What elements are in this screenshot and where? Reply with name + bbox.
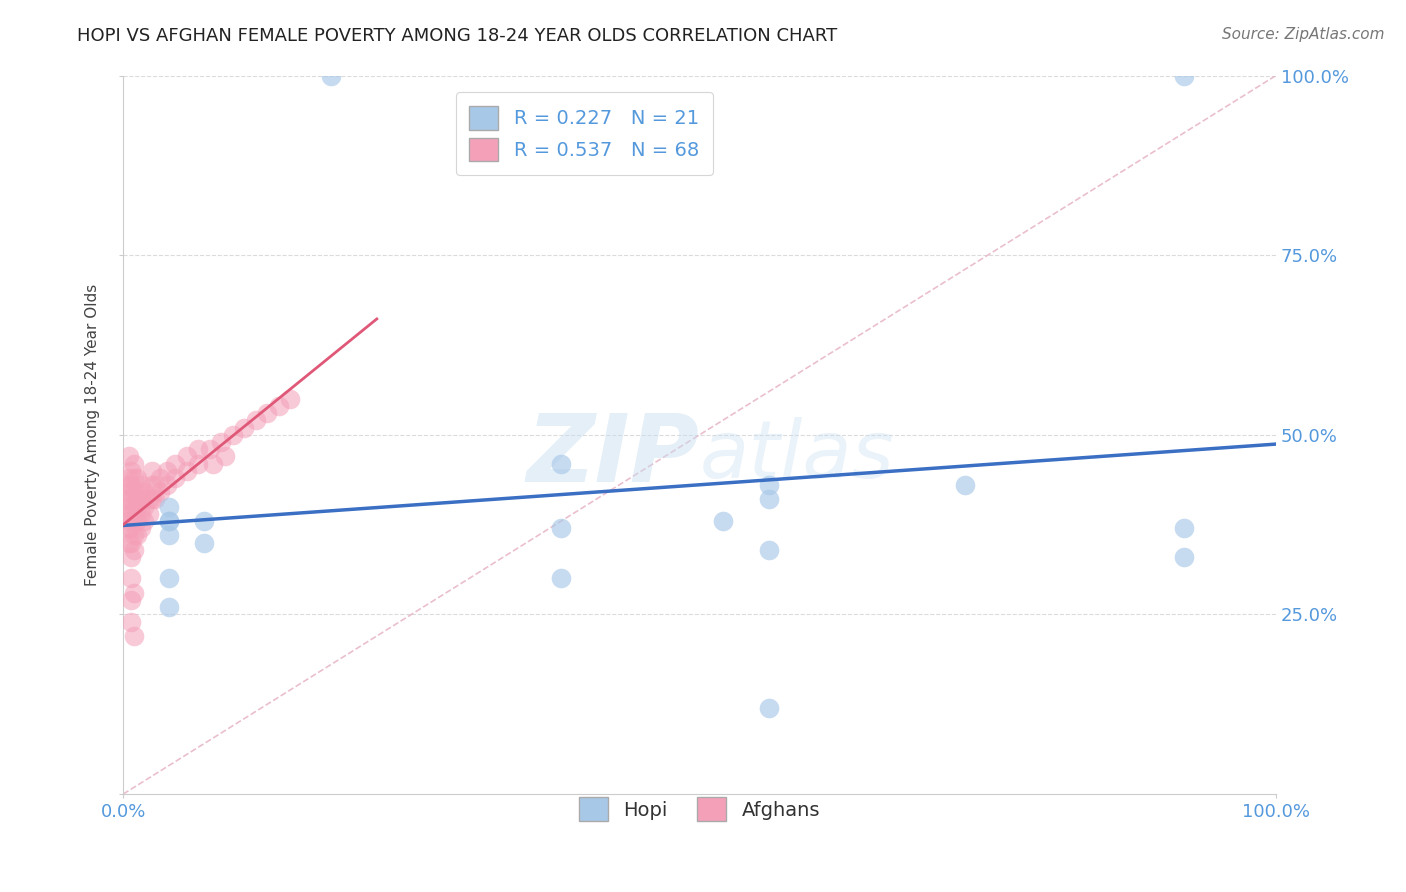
Legend: Hopi, Afghans: Hopi, Afghans [565, 784, 834, 835]
Point [165, 471, 187, 485]
Point [129, 521, 152, 535]
Point [132, 500, 155, 514]
Point [157, 514, 180, 528]
Point [118, 478, 141, 492]
Point [120, 478, 142, 492]
Point [118, 450, 141, 464]
Point [157, 600, 180, 615]
Point [120, 535, 142, 549]
Point [145, 492, 167, 507]
Point [550, 521, 572, 535]
Point [245, 413, 267, 427]
Point [550, 457, 572, 471]
Point [198, 442, 221, 457]
Point [1173, 69, 1195, 83]
Point [256, 406, 278, 420]
Point [176, 464, 198, 478]
Point [122, 500, 145, 514]
Y-axis label: Female Poverty Among 18-24 Year Olds: Female Poverty Among 18-24 Year Olds [86, 284, 100, 586]
Point [758, 542, 780, 557]
Point [156, 478, 179, 492]
Point [122, 457, 145, 471]
Point [125, 500, 148, 514]
Point [758, 478, 780, 492]
Text: ZIP: ZIP [527, 410, 700, 502]
Point [118, 514, 141, 528]
Point [125, 471, 148, 485]
Point [138, 492, 160, 507]
Point [1173, 521, 1195, 535]
Point [129, 478, 152, 492]
Point [156, 464, 179, 478]
Point [118, 521, 141, 535]
Point [1173, 549, 1195, 564]
Point [125, 528, 148, 542]
Point [145, 478, 167, 492]
Point [118, 485, 141, 500]
Point [122, 629, 145, 643]
Point [141, 478, 163, 492]
Point [120, 572, 142, 586]
Point [319, 69, 342, 83]
Point [280, 392, 302, 406]
Point [157, 500, 180, 514]
Point [122, 485, 145, 500]
Point [122, 586, 145, 600]
Point [118, 471, 141, 485]
Point [233, 420, 256, 434]
Point [120, 593, 142, 607]
Point [141, 464, 163, 478]
Point [120, 507, 142, 521]
Point [129, 492, 152, 507]
Point [118, 500, 141, 514]
Point [118, 507, 141, 521]
Point [953, 478, 976, 492]
Point [758, 492, 780, 507]
Point [118, 535, 141, 549]
Point [120, 464, 142, 478]
Point [193, 535, 215, 549]
Point [120, 615, 142, 629]
Point [157, 528, 180, 542]
Point [122, 514, 145, 528]
Point [138, 507, 160, 521]
Point [711, 514, 734, 528]
Point [132, 514, 155, 528]
Point [267, 399, 290, 413]
Point [193, 514, 215, 528]
Point [187, 457, 209, 471]
Point [214, 450, 236, 464]
Point [209, 434, 232, 449]
Text: Source: ZipAtlas.com: Source: ZipAtlas.com [1222, 27, 1385, 42]
Point [125, 485, 148, 500]
Text: atlas: atlas [700, 417, 894, 495]
Point [222, 427, 245, 442]
Point [202, 457, 225, 471]
Point [157, 514, 180, 528]
Point [120, 549, 142, 564]
Point [122, 471, 145, 485]
Point [141, 492, 163, 507]
Point [149, 471, 172, 485]
Point [165, 457, 187, 471]
Point [122, 542, 145, 557]
Point [157, 572, 180, 586]
Point [132, 485, 155, 500]
Point [118, 492, 141, 507]
Text: HOPI VS AFGHAN FEMALE POVERTY AMONG 18-24 YEAR OLDS CORRELATION CHART: HOPI VS AFGHAN FEMALE POVERTY AMONG 18-2… [77, 27, 838, 45]
Point [129, 507, 152, 521]
Point [187, 442, 209, 457]
Point [176, 450, 198, 464]
Point [120, 521, 142, 535]
Point [122, 528, 145, 542]
Point [125, 514, 148, 528]
Point [550, 572, 572, 586]
Point [758, 701, 780, 715]
Point [120, 492, 142, 507]
Point [149, 485, 172, 500]
